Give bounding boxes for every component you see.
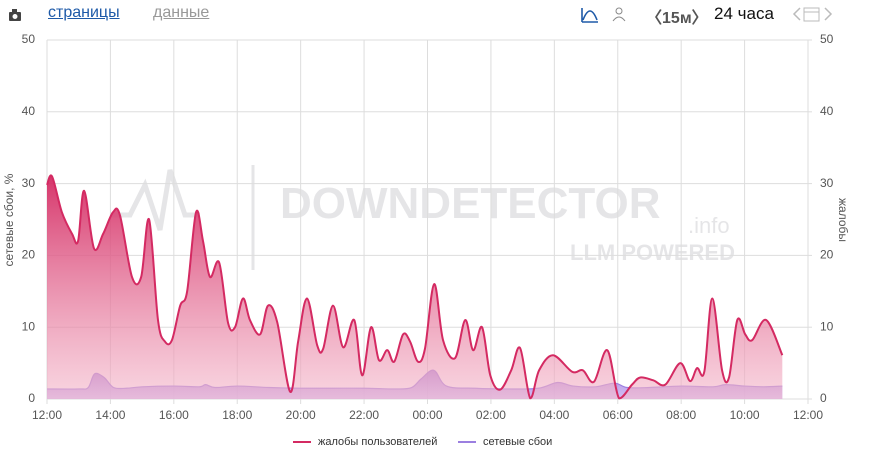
- x-tick-label: 00:00: [412, 408, 442, 422]
- x-tick-label: 02:00: [476, 408, 506, 422]
- legend-label: сетевые сбои: [483, 436, 552, 448]
- y2-tick-label: 10: [820, 319, 834, 333]
- legend-label: жалобы пользователей: [318, 436, 437, 448]
- y-axis-label: сетевые сбои, %: [2, 173, 16, 266]
- y2-tick-label: 20: [820, 248, 834, 262]
- user-icon[interactable]: [612, 7, 626, 22]
- x-tick-label: 08:00: [666, 408, 696, 422]
- watermark-brand: DOWNDETECTOR: [280, 179, 661, 228]
- tab-data[interactable]: данные: [153, 4, 210, 21]
- range[interactable]: 24 часа: [714, 4, 774, 23]
- x-tick-label: 16:00: [159, 408, 189, 422]
- y2-tick-label: 0: [820, 391, 827, 405]
- interval[interactable]: 〈15м〉: [646, 4, 708, 28]
- watermark: DOWNDETECTOR .info LLM POWERED: [110, 165, 735, 270]
- tab-pages[interactable]: страницы: [48, 4, 120, 21]
- y2-axis-label: жалобы: [836, 198, 850, 242]
- y-tick-label: 50: [22, 32, 36, 46]
- y-tick-label: 30: [22, 176, 36, 190]
- x-tick-label: 12:00: [32, 408, 62, 422]
- x-tick-label: 04:00: [539, 408, 569, 422]
- watermark-suffix: .info: [688, 213, 730, 238]
- y2-tick-label: 40: [820, 104, 834, 118]
- y-tick-label: 20: [22, 248, 36, 262]
- series-line: [46, 174, 784, 400]
- x-tick-label: 12:00: [793, 408, 823, 422]
- x-tick-label: 20:00: [286, 408, 316, 422]
- watermark-tagline: LLM POWERED: [570, 240, 735, 265]
- interval-next[interactable]: 〉: [691, 10, 708, 27]
- x-tick-label: 18:00: [222, 408, 252, 422]
- calendar-icon[interactable]: [792, 7, 833, 22]
- y-tick-label: 0: [28, 391, 35, 405]
- x-tick-label: 14:00: [95, 408, 125, 422]
- x-tick-label: 22:00: [349, 408, 379, 422]
- interval-value: 15м: [662, 10, 692, 27]
- y-tick-label: 10: [22, 319, 36, 333]
- y2-tick-label: 30: [820, 176, 834, 190]
- series-area: [47, 175, 783, 399]
- camera-icon[interactable]: [9, 9, 21, 21]
- x-tick-label: 06:00: [603, 408, 633, 422]
- x-tick-label: 10:00: [730, 408, 760, 422]
- interval-prev[interactable]: 〈: [646, 10, 663, 27]
- y2-tick-label: 50: [820, 32, 834, 46]
- y-tick-label: 40: [22, 104, 36, 118]
- chart-type-icon[interactable]: [581, 8, 598, 23]
